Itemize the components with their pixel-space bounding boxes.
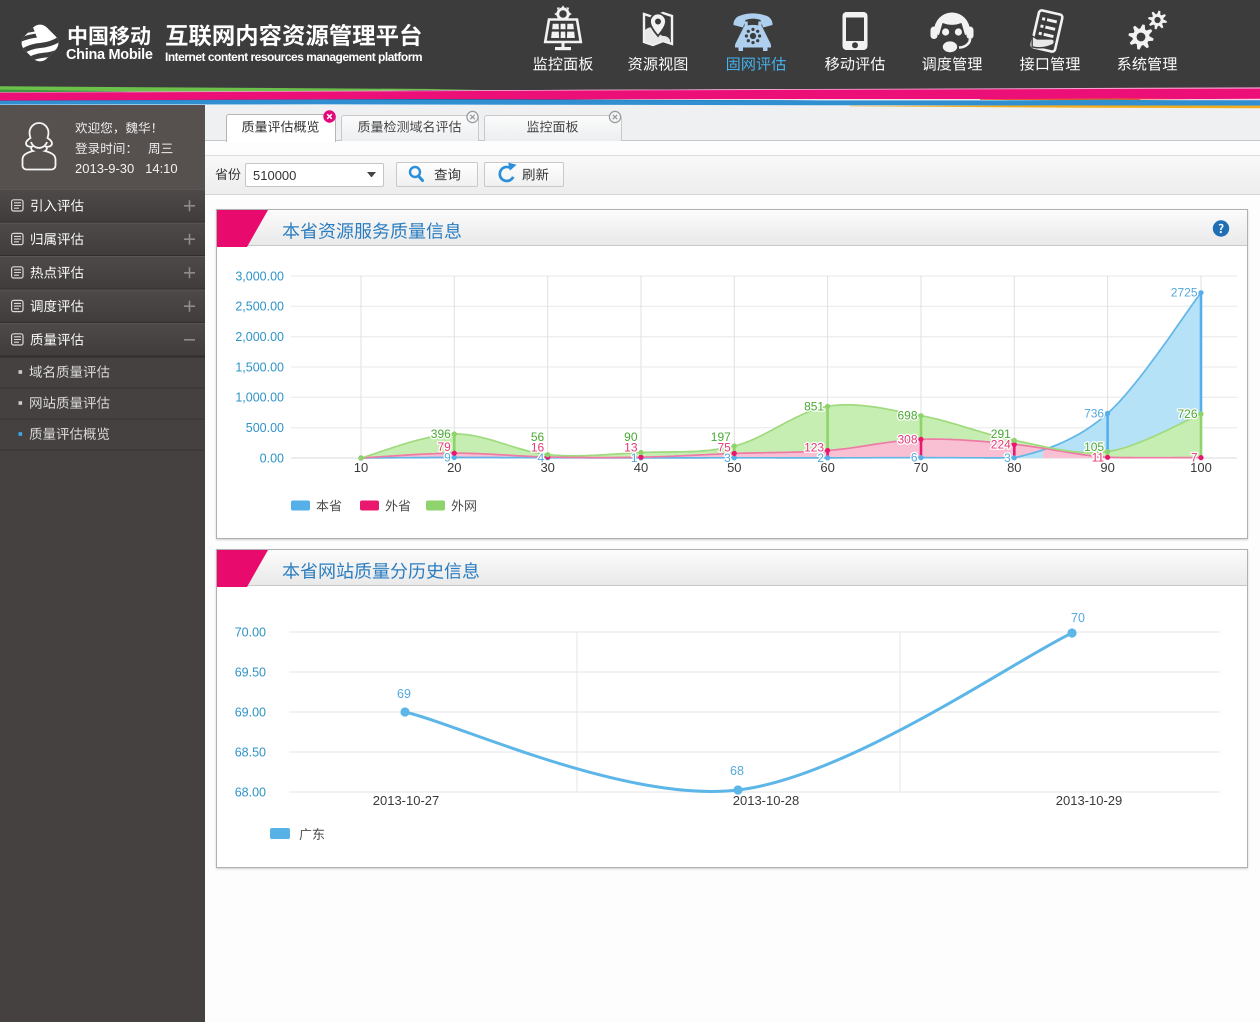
- svg-text:3,000.00: 3,000.00: [235, 269, 284, 283]
- svg-text:69.00: 69.00: [235, 705, 266, 719]
- svg-text:40: 40: [634, 460, 648, 475]
- svg-text:291: 291: [991, 427, 1011, 441]
- svg-text:0.00: 0.00: [260, 451, 284, 465]
- svg-text:56: 56: [531, 430, 545, 444]
- svg-text:75: 75: [717, 440, 731, 454]
- svg-text:69.50: 69.50: [235, 665, 266, 679]
- svg-text:1,000.00: 1,000.00: [235, 391, 284, 405]
- svg-text:105: 105: [1084, 440, 1104, 454]
- svg-text:68.00: 68.00: [235, 785, 266, 799]
- svg-text:698: 698: [897, 409, 917, 423]
- svg-text:726: 726: [1177, 407, 1197, 421]
- svg-text:10: 10: [354, 460, 368, 475]
- svg-text:80: 80: [1007, 460, 1021, 475]
- svg-text:4: 4: [538, 451, 545, 465]
- svg-text:123: 123: [804, 440, 824, 454]
- svg-text:68: 68: [730, 764, 744, 778]
- svg-text:60: 60: [820, 460, 834, 475]
- svg-text:69: 69: [397, 687, 411, 701]
- svg-text:2013-10-27: 2013-10-27: [373, 793, 440, 808]
- svg-text:396: 396: [431, 427, 451, 441]
- svg-text:2,000.00: 2,000.00: [235, 330, 284, 344]
- svg-text:11: 11: [1092, 450, 1105, 464]
- svg-text:70: 70: [1071, 611, 1085, 625]
- svg-text:90: 90: [1100, 460, 1114, 475]
- svg-text:20: 20: [447, 460, 461, 475]
- svg-text:16: 16: [531, 440, 545, 454]
- svg-text:1: 1: [631, 451, 638, 465]
- svg-text:68.50: 68.50: [235, 745, 266, 759]
- svg-text:13: 13: [624, 440, 638, 454]
- svg-text:50: 50: [727, 460, 741, 475]
- svg-text:500.00: 500.00: [246, 421, 284, 435]
- svg-text:3: 3: [724, 451, 731, 465]
- svg-text:3: 3: [1004, 451, 1011, 465]
- svg-text:197: 197: [711, 430, 731, 444]
- svg-text:1,500.00: 1,500.00: [235, 360, 284, 374]
- svg-text:2013-10-28: 2013-10-28: [733, 793, 800, 808]
- svg-text:70.00: 70.00: [235, 625, 266, 639]
- svg-text:70: 70: [914, 460, 928, 475]
- svg-text:6: 6: [911, 451, 918, 465]
- svg-text:2013-10-29: 2013-10-29: [1056, 793, 1123, 808]
- svg-text:851: 851: [804, 399, 824, 413]
- svg-text:30: 30: [540, 460, 554, 475]
- svg-text:2725: 2725: [1171, 286, 1198, 300]
- svg-text:308: 308: [897, 432, 917, 446]
- svg-text:7: 7: [1191, 451, 1198, 465]
- svg-text:2,500.00: 2,500.00: [235, 300, 284, 314]
- svg-text:79: 79: [437, 440, 451, 454]
- svg-text:100: 100: [1190, 460, 1212, 475]
- svg-text:736: 736: [1084, 406, 1104, 420]
- svg-text:2: 2: [817, 451, 824, 465]
- svg-text:224: 224: [991, 437, 1011, 451]
- svg-text:90: 90: [624, 430, 638, 444]
- svg-text:9: 9: [444, 451, 451, 465]
